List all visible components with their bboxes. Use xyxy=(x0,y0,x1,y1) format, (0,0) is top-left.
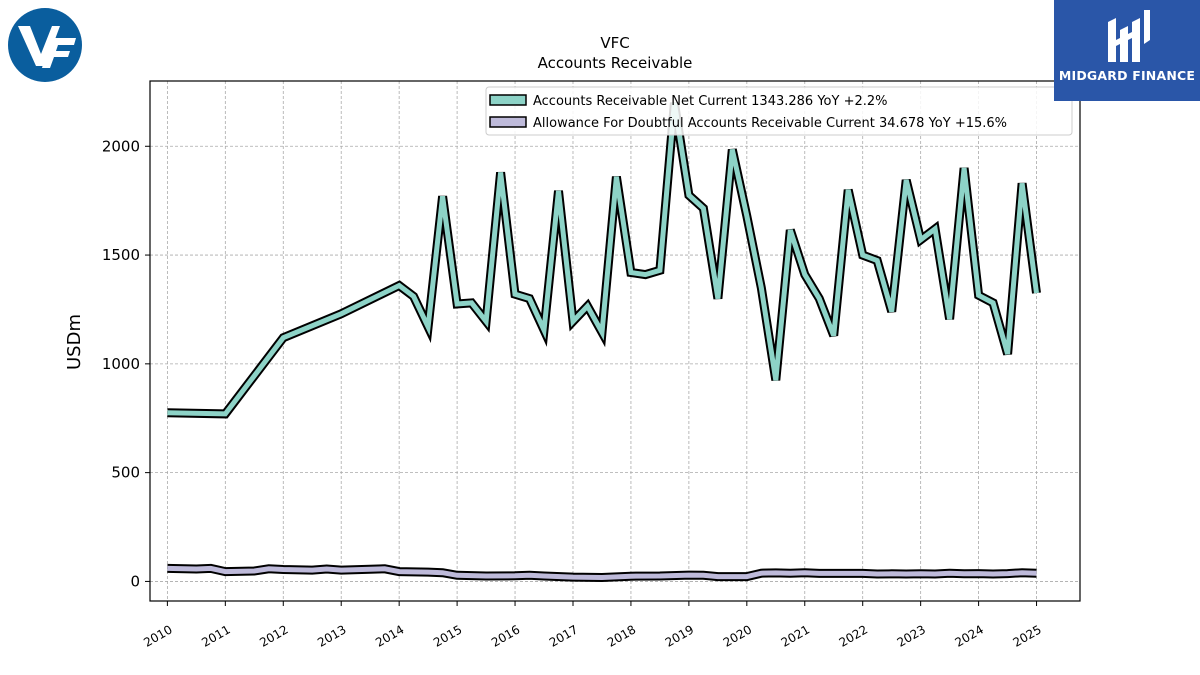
watermark-text: MIDGARD FINANCE xyxy=(1058,68,1196,83)
legend: Accounts Receivable Net Current 1343.286… xyxy=(485,86,1073,136)
plot-frame xyxy=(149,80,1081,602)
x-tick-label: 2024 xyxy=(953,622,986,649)
x-tick-label: 2011 xyxy=(199,622,232,649)
x-tick-label: 2022 xyxy=(837,622,870,649)
watermark-logo: MIDGARD FINANCE xyxy=(1054,0,1200,101)
series-line-1 xyxy=(167,102,1039,417)
chart-subtitle: Accounts Receivable xyxy=(538,54,693,72)
grid xyxy=(150,81,1080,601)
legend-box xyxy=(485,86,1073,136)
x-tick-label: 2013 xyxy=(315,622,348,649)
y-axis: 0 500 1000 1500 2000 xyxy=(102,137,150,590)
legend-label-1: Accounts Receivable Net Current 1343.286… xyxy=(533,94,888,109)
y-tick-label: 0 xyxy=(130,572,140,590)
legend-swatch-2 xyxy=(489,116,527,128)
y-tick-label: 2000 xyxy=(102,137,140,155)
x-tick-label: 2015 xyxy=(431,622,464,649)
x-tick-label: 2010 xyxy=(141,622,174,649)
legend-label-2: Allowance For Doubtful Accounts Receivab… xyxy=(533,116,1007,131)
company-logo xyxy=(8,8,82,82)
x-tick-label: 2017 xyxy=(547,622,580,649)
x-tick-label: 2014 xyxy=(373,622,406,649)
legend-swatch-1 xyxy=(489,94,527,106)
y-tick-label: 1500 xyxy=(102,246,140,264)
x-tick-label: 2025 xyxy=(1010,622,1043,649)
x-tick-label: 2016 xyxy=(489,622,522,649)
x-tick-label: 2018 xyxy=(605,622,638,649)
series-layer xyxy=(167,102,1041,583)
x-tick-label: 2012 xyxy=(257,622,290,649)
x-tick-label: 2021 xyxy=(779,622,812,649)
y-axis-label: USDm xyxy=(64,314,85,370)
y-tick-label: 1000 xyxy=(102,355,140,373)
x-tick-label: 2019 xyxy=(663,622,696,649)
series-outline-1 xyxy=(167,102,1041,419)
x-tick-label: 2020 xyxy=(721,622,754,649)
chart-title: VFC xyxy=(600,34,629,52)
x-axis: 2010 2011 2012 2013 2014 2015 2016 2017 2018 2019… xyxy=(141,601,1044,650)
series-line-2 xyxy=(167,565,1037,581)
x-tick-label: 2023 xyxy=(895,622,928,649)
y-tick-label: 500 xyxy=(111,464,140,482)
